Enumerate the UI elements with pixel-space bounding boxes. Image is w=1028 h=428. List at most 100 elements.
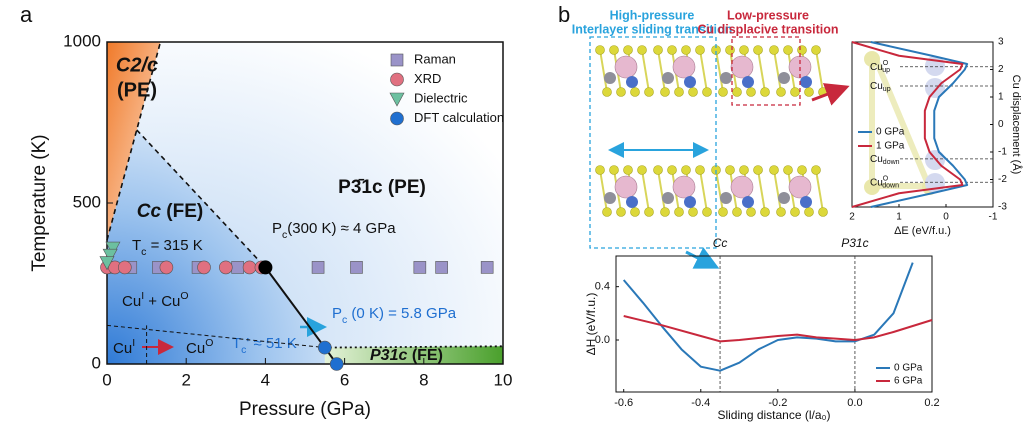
legend-marker <box>391 54 403 66</box>
atom-s <box>770 46 779 55</box>
bond <box>642 170 649 212</box>
atom-s <box>733 208 742 217</box>
crystal-structure <box>596 46 828 217</box>
bond <box>600 170 607 212</box>
legend-label: Dielectric <box>414 90 468 105</box>
label-part: Cu <box>186 340 205 357</box>
label-part: Cu <box>122 293 141 310</box>
atom-s <box>610 166 619 175</box>
annotation: CuI + CuO <box>122 290 189 310</box>
highlight-point <box>258 260 272 274</box>
label-part: O <box>180 290 188 302</box>
atom-s <box>689 88 698 97</box>
bond <box>716 50 723 92</box>
data-point <box>318 341 331 354</box>
atom-cu <box>626 76 638 88</box>
atom-s <box>770 166 779 175</box>
atom-s <box>754 46 763 55</box>
legend-label: XRD <box>414 71 441 86</box>
level-label: Cudown <box>870 154 900 167</box>
atom-s <box>668 46 677 55</box>
bond <box>774 170 781 212</box>
atom-p <box>662 72 674 84</box>
atom-s <box>603 88 612 97</box>
atom-p <box>720 72 732 84</box>
data-point <box>436 261 448 273</box>
bond <box>700 50 707 92</box>
label-part: I <box>132 337 135 349</box>
atom-s <box>791 208 800 217</box>
atom-p <box>604 72 616 84</box>
label-part: P <box>272 220 282 237</box>
bond <box>600 50 607 92</box>
atom-p <box>720 192 732 204</box>
label-part: down <box>882 183 899 190</box>
x-axis-title: ΔE (eV/f.u.) <box>894 225 951 237</box>
x-tick-label: -0.6 <box>614 397 633 409</box>
bond <box>716 170 723 212</box>
atom-in <box>615 176 637 198</box>
y-tick-label: -3 <box>998 202 1007 213</box>
atom-s <box>812 46 821 55</box>
atom-s <box>631 208 640 217</box>
x-tick-label: 2 <box>849 212 855 223</box>
atom-cu <box>800 76 812 88</box>
legend-label: DFT calculation <box>414 110 504 125</box>
x-tick-label: 0 <box>102 370 111 389</box>
label-part: Cc <box>137 201 162 222</box>
atom-s <box>603 208 612 217</box>
data-point <box>160 261 173 274</box>
y-tick-label: -1 <box>998 147 1007 158</box>
atom-s <box>805 88 814 97</box>
atom-s <box>668 166 677 175</box>
label-part: Cu <box>870 154 883 165</box>
atom-s <box>682 166 691 175</box>
data-point <box>312 261 324 273</box>
legend-marker <box>391 112 404 125</box>
atom-s <box>682 46 691 55</box>
label-part: T <box>232 335 241 352</box>
y-tick-label: 1 <box>998 92 1004 103</box>
atom-s <box>798 46 807 55</box>
x-tick-label: 0 <box>943 212 949 223</box>
data-point <box>232 261 244 273</box>
atom-cu <box>742 76 754 88</box>
label-part: (300 K) ≈ 4 GPa <box>287 220 396 237</box>
legend-label: 0 GPa <box>876 127 905 138</box>
atom-s <box>675 208 684 217</box>
atom-s <box>703 88 712 97</box>
reference-label: Cc <box>713 236 728 250</box>
data-point <box>414 261 426 273</box>
atom-s <box>596 166 605 175</box>
bond <box>658 50 665 92</box>
y-tick-label: 2 <box>998 64 1004 75</box>
atom-s <box>747 88 756 97</box>
y-axis-title: Cu displacement (Å) <box>1010 75 1023 175</box>
legend-label: 1 GPa <box>876 141 905 152</box>
arrow <box>686 252 714 266</box>
label-part: (FE) <box>161 201 203 222</box>
phase-label: (PE) <box>117 79 157 101</box>
arrow <box>812 88 844 100</box>
label-part: up <box>882 67 890 74</box>
atom-s <box>754 166 763 175</box>
atom-s <box>661 208 670 217</box>
atom-s <box>784 166 793 175</box>
label-part: O <box>205 337 213 349</box>
atom-s <box>719 208 728 217</box>
panel-label: b <box>558 2 570 27</box>
label-part: + Cu <box>144 293 180 310</box>
bond <box>774 50 781 92</box>
label-part: (FE) <box>407 347 443 364</box>
annotation: CuI <box>113 337 135 357</box>
atom-p <box>778 192 790 204</box>
atom-in <box>789 176 811 198</box>
legend-marker <box>391 73 404 86</box>
atom-s <box>740 166 749 175</box>
label-part: P <box>332 305 342 322</box>
atom-s <box>777 88 786 97</box>
label-part: O <box>883 60 889 67</box>
atom-s <box>819 208 828 217</box>
label-part: T <box>132 237 141 254</box>
atom-s <box>726 166 735 175</box>
